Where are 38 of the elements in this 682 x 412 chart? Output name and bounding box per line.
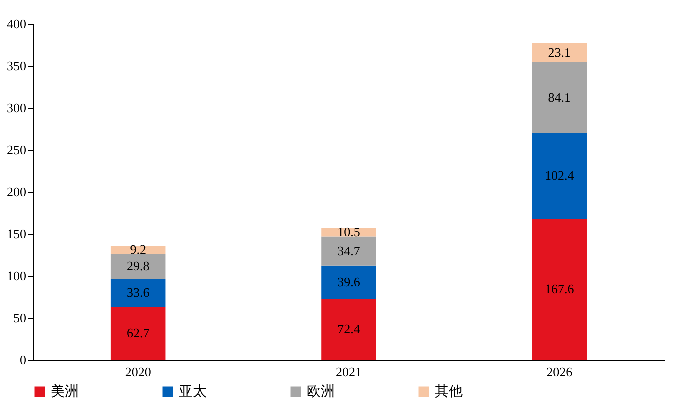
bar xyxy=(532,133,588,220)
data-label: 34.7 xyxy=(338,243,361,258)
y-tick-label: 400 xyxy=(7,16,26,32)
data-label: 33.6 xyxy=(126,285,150,300)
data-label: 23.1 xyxy=(548,44,572,60)
x-tick-label: 2021 xyxy=(336,364,362,380)
data-label: 72.4 xyxy=(338,322,361,337)
bar xyxy=(322,266,376,300)
bar xyxy=(110,307,166,360)
data-label: 84.1 xyxy=(548,90,572,105)
x-tick-label: 2020 xyxy=(125,364,152,380)
y-tick-label: 0 xyxy=(20,352,26,368)
bar xyxy=(322,236,376,266)
bar xyxy=(110,254,166,280)
bar xyxy=(110,279,166,308)
bar xyxy=(322,299,376,360)
bar xyxy=(532,62,588,134)
y-tick-label: 50 xyxy=(14,310,26,326)
y-tick-label: 350 xyxy=(7,58,26,74)
data-label: 167.6 xyxy=(545,282,575,297)
y-tick-label: 100 xyxy=(7,268,26,284)
y-tick-label: 150 xyxy=(7,226,26,242)
bar xyxy=(532,219,588,360)
legend-label: 美洲 xyxy=(51,384,79,400)
data-label: 10.5 xyxy=(338,224,360,240)
y-tick-label: 300 xyxy=(7,100,26,116)
x-tick-label: 2026 xyxy=(546,364,574,380)
bar xyxy=(532,43,588,63)
data-label: 29.8 xyxy=(126,258,150,274)
data-label: 62.7 xyxy=(126,326,150,341)
legend-label: 其他 xyxy=(435,384,463,400)
legend-label: 欧洲 xyxy=(307,384,335,400)
data-label: 9.2 xyxy=(130,242,146,258)
data-label: 102.4 xyxy=(545,168,575,184)
data-label: 39.6 xyxy=(338,274,361,290)
legend-label: 亚太 xyxy=(179,384,207,400)
y-tick-label: 200 xyxy=(7,184,26,200)
y-tick-label: 250 xyxy=(7,142,26,158)
